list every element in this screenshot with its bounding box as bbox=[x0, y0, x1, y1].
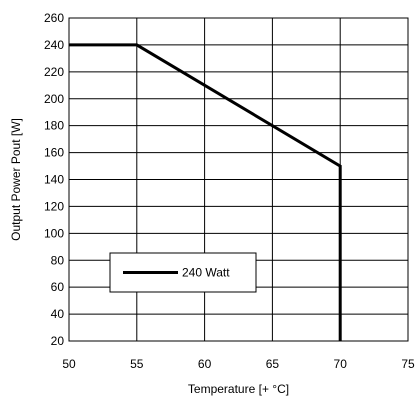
y-tick-label: 220 bbox=[44, 65, 64, 79]
x-tick-label: 75 bbox=[401, 357, 415, 371]
y-tick-label: 140 bbox=[44, 173, 64, 187]
y-tick-label: 40 bbox=[51, 307, 65, 321]
y-tick-label: 120 bbox=[44, 199, 64, 213]
y-tick-label: 100 bbox=[44, 226, 64, 240]
series-line-240-watt bbox=[69, 43, 342, 341]
x-tick-label: 50 bbox=[62, 357, 76, 371]
y-tick-label: 80 bbox=[51, 253, 65, 267]
legend-label: 240 Watt bbox=[182, 266, 230, 280]
grid-lines bbox=[68, 17, 409, 342]
y-tick-label: 160 bbox=[44, 146, 64, 160]
x-tick-label: 55 bbox=[130, 357, 144, 371]
legend: 240 Watt bbox=[109, 252, 257, 293]
x-tick-labels: 50 55 60 65 70 75 bbox=[62, 357, 415, 371]
y-axis-title: Output Power Pout [W] bbox=[9, 118, 23, 241]
y-tick-label: 60 bbox=[51, 280, 65, 294]
y-tick-labels: 20 40 60 80 100 120 140 160 180 200 220 240 260 bbox=[44, 11, 64, 348]
y-tick-label: 200 bbox=[44, 92, 64, 106]
plot-area-frame bbox=[68, 17, 409, 342]
x-tick-label: 70 bbox=[334, 357, 348, 371]
y-tick-label: 260 bbox=[44, 11, 64, 25]
x-axis-title: Temperature [+ °C] bbox=[188, 382, 289, 396]
x-tick-label: 60 bbox=[198, 357, 212, 371]
x-tick-label: 65 bbox=[266, 357, 280, 371]
y-tick-label: 20 bbox=[51, 334, 65, 348]
y-tick-label: 180 bbox=[44, 119, 64, 133]
series-lines bbox=[69, 43, 342, 341]
y-tick-label: 240 bbox=[44, 38, 64, 52]
